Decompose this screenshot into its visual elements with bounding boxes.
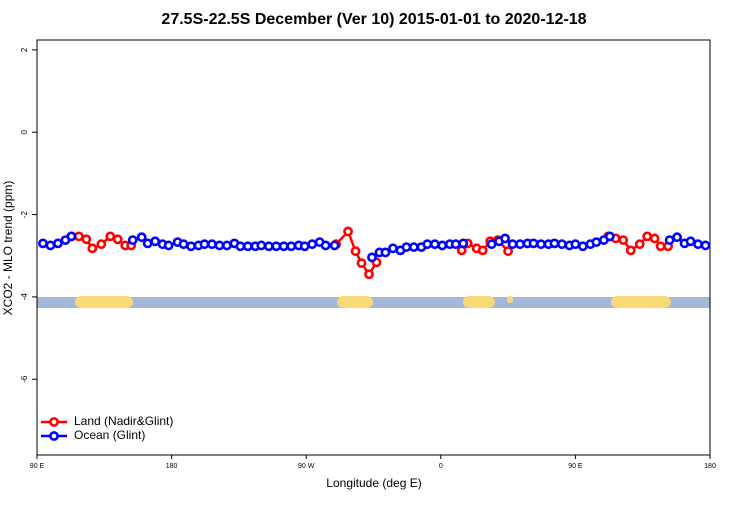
legend-marker	[49, 431, 59, 441]
data-point	[299, 241, 310, 252]
data-point	[685, 236, 696, 247]
data-point	[136, 232, 147, 243]
x-axis-label: Longitude (deg E)	[326, 476, 421, 490]
data-point	[500, 233, 511, 244]
x-tick-label: 180	[704, 463, 716, 470]
data-point	[507, 239, 518, 250]
data-point	[577, 241, 588, 252]
data-point	[96, 239, 107, 250]
data-point	[591, 237, 602, 248]
data-point	[364, 269, 374, 280]
data-point	[693, 239, 703, 250]
data-point	[256, 240, 267, 251]
x-tick-label: 0	[439, 463, 443, 470]
chart-title: 27.5S-22.5S December (Ver 10) 2015-01-01…	[161, 11, 586, 28]
data-point	[618, 235, 629, 245]
data-point	[278, 241, 289, 252]
data-point	[536, 239, 546, 250]
x-tick-label: 90 W	[298, 463, 315, 470]
y-axis-label: XCO2 - MLO trend (ppm)	[1, 181, 15, 316]
data-point	[163, 240, 174, 251]
data-point	[222, 240, 232, 251]
y-tick-label: 0	[20, 129, 29, 134]
data-point	[528, 238, 539, 249]
data-point	[664, 235, 675, 245]
data-point	[81, 234, 92, 245]
data-point	[401, 242, 412, 252]
data-point	[625, 245, 636, 256]
data-point	[388, 243, 398, 254]
y-tick-label: 2	[20, 47, 29, 52]
y-tick-label: -2	[20, 210, 29, 218]
data-point	[458, 238, 469, 249]
data-point	[105, 231, 116, 242]
land-patch	[337, 296, 373, 308]
data-point	[380, 247, 391, 258]
data-point	[263, 241, 274, 252]
data-point	[503, 246, 513, 257]
data-point	[207, 239, 217, 250]
surface-mask	[37, 296, 710, 308]
x-tick-label: 90 E	[568, 463, 583, 470]
data-point	[38, 238, 48, 249]
legend-label: Land (Nadir&Glint)	[74, 414, 173, 428]
data-point	[142, 238, 153, 249]
data-point	[271, 241, 282, 252]
data-point	[408, 242, 419, 252]
y-tick-label: -4	[20, 293, 29, 301]
data-point	[549, 238, 560, 249]
data-point	[53, 238, 63, 249]
data-point	[150, 236, 161, 247]
legend-marker	[49, 417, 59, 427]
data-point	[422, 239, 433, 250]
x-tick-label: 180	[166, 463, 178, 470]
data-point	[655, 241, 666, 252]
data-point	[112, 234, 123, 245]
data-point	[634, 239, 645, 250]
data-point	[235, 241, 246, 252]
data-point	[329, 240, 340, 251]
plot-frame	[36, 39, 711, 456]
data-point	[178, 239, 189, 250]
data-point	[477, 245, 488, 256]
data-point	[450, 239, 461, 250]
data-point	[66, 231, 77, 242]
data-point	[557, 239, 567, 250]
legend-label: Ocean (Glint)	[74, 428, 145, 442]
data-point	[642, 231, 653, 242]
data-point	[87, 243, 98, 254]
data-point	[515, 239, 525, 250]
data-point	[286, 241, 297, 252]
land-patch	[75, 296, 133, 308]
data-point	[700, 240, 711, 251]
data-point	[45, 240, 56, 251]
data-point	[186, 241, 196, 252]
data-point	[307, 239, 318, 250]
data-point	[570, 239, 581, 250]
data-point	[604, 231, 615, 242]
data-point	[672, 232, 682, 243]
data-point	[127, 235, 138, 245]
data-point	[73, 231, 84, 242]
data-point	[214, 240, 225, 251]
y-tick-label: -6	[20, 375, 29, 383]
data-point	[350, 246, 361, 257]
data-point	[199, 239, 210, 250]
data-point	[649, 233, 660, 244]
data-point	[367, 252, 377, 263]
x-tick-label: 90 E	[30, 463, 45, 470]
data-point	[486, 239, 497, 250]
data-point	[437, 240, 448, 251]
data-point	[320, 240, 331, 251]
data-point	[242, 241, 253, 252]
legend: Land (Nadir&Glint)Ocean (Glint)	[41, 414, 173, 442]
data-point	[429, 239, 440, 250]
data-point	[356, 258, 367, 269]
data-point	[343, 226, 353, 237]
land-patch	[611, 296, 671, 308]
land-patch	[507, 296, 513, 303]
ocean-strip	[37, 297, 710, 308]
land-patch	[463, 296, 495, 308]
